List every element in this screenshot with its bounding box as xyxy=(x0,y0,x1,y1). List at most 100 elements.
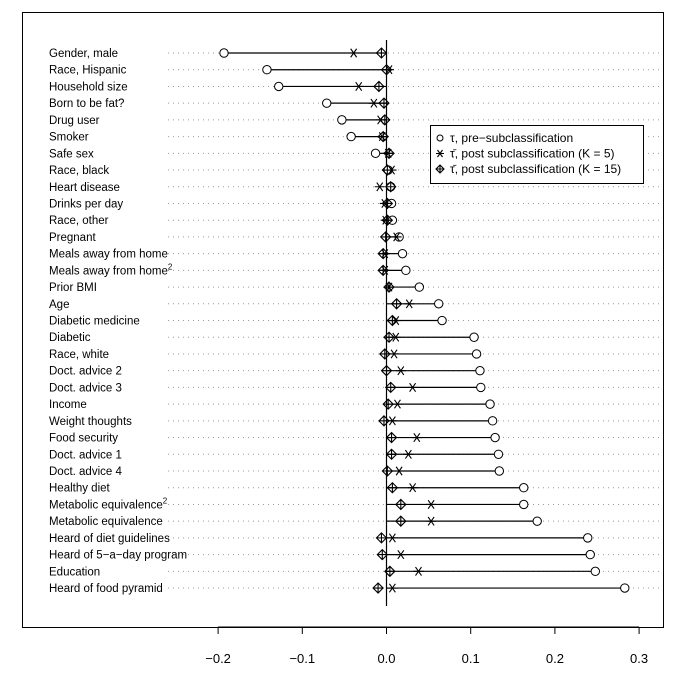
diamond-plus-marker xyxy=(379,114,391,126)
asterisk-marker xyxy=(407,382,418,392)
data-point-circle xyxy=(346,131,356,142)
data-point-circle xyxy=(476,382,486,393)
asterisk-marker xyxy=(392,399,403,409)
data-point-asterisk xyxy=(353,81,364,92)
data-point-circle xyxy=(583,533,593,543)
circle-marker xyxy=(490,432,500,443)
circle-marker xyxy=(337,115,347,125)
data-point-diamond-plus xyxy=(380,364,393,377)
data-point-asterisk xyxy=(374,182,385,192)
data-point-circle xyxy=(519,483,529,493)
data-point-asterisk xyxy=(368,98,379,108)
data-point-circle xyxy=(469,332,479,342)
circle-marker xyxy=(583,533,593,543)
circle-marker xyxy=(322,98,332,108)
asterisk-marker xyxy=(426,516,437,526)
circle-marker xyxy=(519,483,529,493)
row-label: Safe sex xyxy=(49,148,94,160)
circle-marker xyxy=(493,449,504,459)
diamond-plus-marker xyxy=(373,80,385,93)
data-point-diamond-plus xyxy=(390,298,403,310)
diamond-plus-marker xyxy=(377,247,389,260)
circle-marker xyxy=(487,416,498,426)
row-label: Prior BMI xyxy=(49,282,97,294)
data-point-diamond-plus xyxy=(383,147,395,160)
diamond-plus-marker xyxy=(380,364,393,377)
row-label: Income xyxy=(49,399,87,411)
diamond-plus-marker xyxy=(379,348,391,360)
row-label: Doct. advice 3 xyxy=(49,382,122,394)
asterisk-marker xyxy=(374,182,385,192)
diamond-plus-marker xyxy=(381,465,394,477)
legend-box xyxy=(430,125,644,184)
x-tick-label: 0.1 xyxy=(462,651,480,666)
diamond-plus-marker xyxy=(386,481,399,494)
data-point-asterisk xyxy=(387,533,398,543)
circle-marker xyxy=(620,583,630,593)
data-point-circle xyxy=(434,299,444,309)
circle-marker xyxy=(219,48,229,58)
row-label: Heart disease xyxy=(49,182,120,194)
data-point-circle xyxy=(370,148,381,159)
circle-marker xyxy=(434,299,444,309)
data-point-diamond-plus xyxy=(377,247,389,260)
row-label: Race, other xyxy=(49,215,109,227)
row-label: Metabolic equivalence xyxy=(49,516,163,528)
circle-marker xyxy=(532,516,542,526)
row-label: Diabetic xyxy=(49,332,91,344)
legend-asterisk-icon xyxy=(436,149,444,158)
diamond-plus-marker xyxy=(379,231,392,243)
data-point-circle xyxy=(494,466,505,476)
data-point-circle xyxy=(401,265,411,276)
diamond-plus-marker xyxy=(395,498,407,511)
data-point-asterisk xyxy=(404,299,415,309)
diamond-plus-marker xyxy=(376,548,389,561)
circle-marker xyxy=(485,399,495,409)
asterisk-marker xyxy=(404,299,415,309)
asterisk-marker xyxy=(387,583,398,593)
circle-marker xyxy=(401,265,411,276)
data-point-asterisk xyxy=(407,382,418,392)
diamond-plus-marker xyxy=(383,147,395,160)
data-point-asterisk xyxy=(426,516,437,526)
diamond-plus-marker xyxy=(381,214,394,226)
circle-marker xyxy=(346,131,356,142)
data-point-diamond-plus xyxy=(378,415,390,427)
data-point-circle xyxy=(485,399,495,409)
row-label: Doct. advice 1 xyxy=(49,449,122,461)
data-point-asterisk xyxy=(387,583,398,593)
diamond-plus-marker xyxy=(395,515,407,527)
data-point-circle xyxy=(219,48,229,58)
data-point-circle xyxy=(414,282,425,292)
asterisk-marker xyxy=(389,349,400,359)
data-point-circle xyxy=(487,416,498,426)
diamond-plus-marker xyxy=(381,164,394,176)
diamond-plus-marker xyxy=(385,431,398,444)
row-label: Drug user xyxy=(49,115,100,127)
asterisk-marker xyxy=(368,98,379,108)
x-tick-label: −0.2 xyxy=(205,651,231,666)
row-label: Education xyxy=(49,566,100,578)
data-point-asterisk xyxy=(411,432,422,443)
asterisk-marker xyxy=(413,566,424,576)
row-label: Metabolic equivalence2 xyxy=(49,496,168,511)
data-point-circle xyxy=(590,566,601,577)
asterisk-marker xyxy=(391,232,402,242)
data-point-diamond-plus xyxy=(383,331,395,344)
data-point-diamond-plus xyxy=(381,465,394,477)
circle-marker xyxy=(397,248,408,259)
data-point-asterisk xyxy=(413,566,424,576)
row-label: Heard of 5−a−day program xyxy=(49,550,187,562)
diamond-plus-marker xyxy=(381,197,394,210)
circle-marker xyxy=(519,499,529,510)
legend-label: τ, pre−subclassification xyxy=(450,131,573,145)
x-tick-label: 0.0 xyxy=(377,651,395,666)
data-point-circle xyxy=(519,499,529,510)
row-label: Food security xyxy=(49,433,118,445)
circle-marker xyxy=(370,148,381,159)
row-label: Household size xyxy=(49,81,128,93)
x-tick-label: 0.3 xyxy=(630,651,648,666)
diamond-plus-marker xyxy=(384,565,396,578)
data-point-diamond-plus xyxy=(372,582,384,594)
data-point-circle xyxy=(620,583,630,593)
